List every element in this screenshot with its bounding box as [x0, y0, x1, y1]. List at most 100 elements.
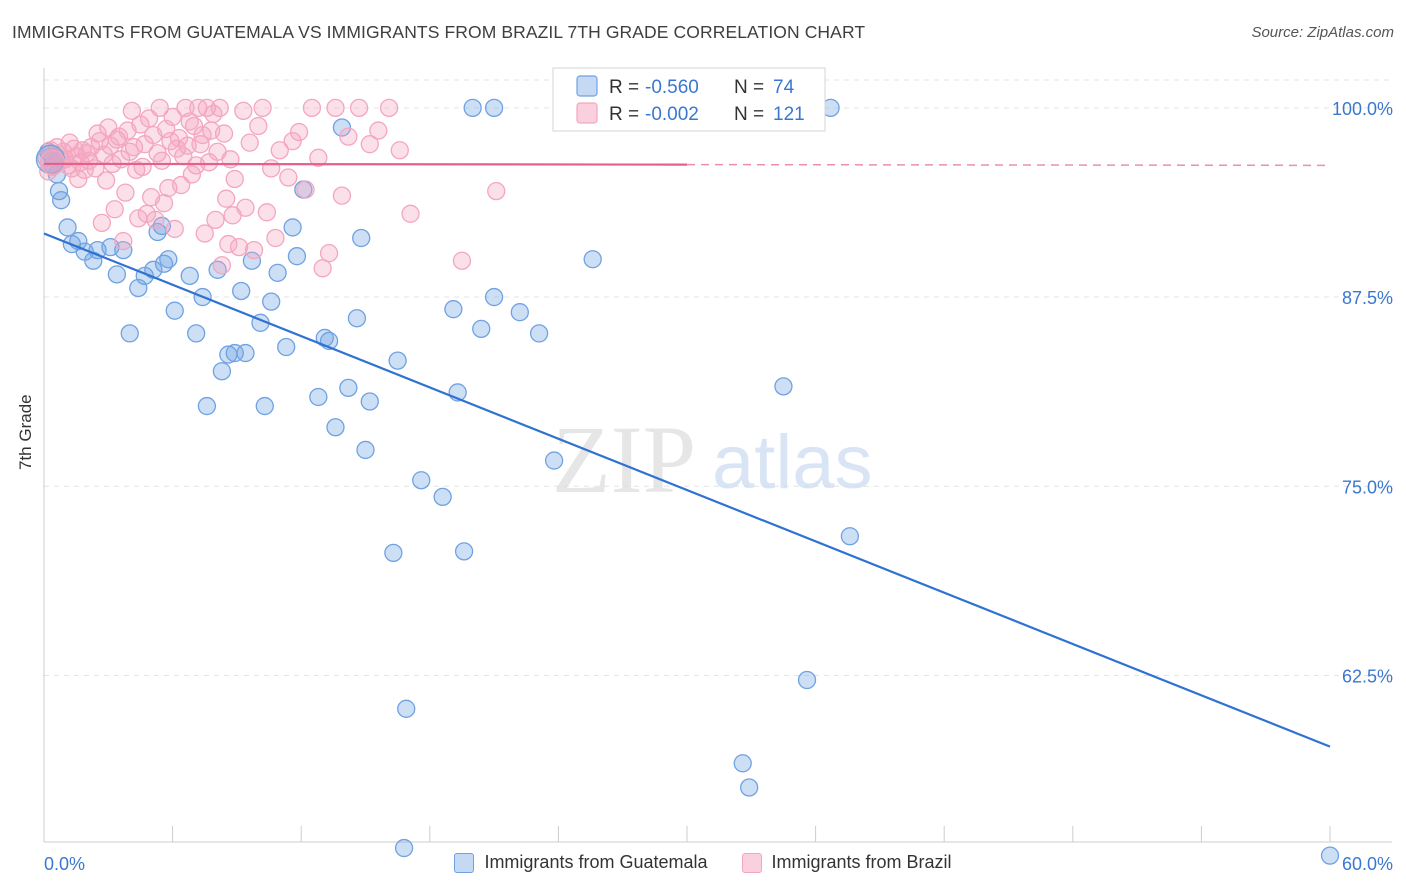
brazil-point-113 [379, 98, 399, 117]
legend-item-guatemala: Immigrants from Guatemala [454, 852, 708, 873]
brazil-point-88 [229, 237, 249, 257]
stats-n-label-1: N = [734, 104, 764, 125]
brazil-point-50 [146, 210, 165, 230]
grid-lines [44, 79, 1392, 676]
watermark-zip: ZIP [552, 406, 696, 513]
guatemala-point-49 [352, 228, 371, 248]
guatemala-point-21 [159, 250, 178, 269]
guatemala-point-36 [262, 292, 281, 311]
guatemala-point-24 [187, 324, 206, 343]
guatemala-point-22 [165, 301, 184, 320]
guatemala-point-57 [433, 487, 452, 507]
brazil-point-106 [319, 244, 339, 263]
axes [43, 68, 1392, 843]
legend-item-brazil: Immigrants from Brazil [741, 852, 952, 873]
guatemala-point-31 [232, 281, 251, 301]
legend-label-guatemala: Immigrants from Guatemala [484, 852, 708, 872]
guatemala-point-69 [733, 754, 752, 773]
brazil-point-115 [401, 204, 420, 223]
points [35, 98, 1340, 865]
brazil-point-39 [122, 101, 142, 121]
guatemala-point-74 [840, 527, 860, 546]
legend-swatch-guatemala [454, 852, 475, 873]
guatemala-point-54 [394, 838, 414, 858]
brazil-trend-line-extension [686, 163, 1331, 167]
guatemala-point-28 [212, 362, 232, 381]
stats-r-label-0: R = [609, 77, 639, 98]
watermark: ZIP atlas [552, 406, 873, 513]
brazil-point-78 [206, 210, 225, 230]
brazil-point-91 [240, 133, 259, 152]
y-tick-label-2: 75.0% [1342, 477, 1393, 497]
brazil-point-97 [266, 228, 285, 248]
y-axis-label: 7th Grade [16, 394, 35, 470]
brazil-point-83 [217, 189, 236, 208]
brazil-point-103 [302, 98, 322, 117]
brazil-point-54 [154, 194, 174, 213]
guatemala-point-40 [287, 247, 307, 266]
guatemala-trend-line [43, 232, 1331, 748]
guatemala-point-61 [463, 98, 482, 117]
guatemala-point-52 [384, 543, 403, 563]
brazil-trend-line [43, 162, 688, 166]
stats-r-value-0: -0.560 [645, 77, 699, 98]
stats-legend-box [552, 67, 826, 132]
guatemala-point-68 [583, 250, 602, 269]
guatemala-point-53 [388, 351, 407, 370]
brazil-point-87 [225, 169, 244, 189]
brazil-point-116 [452, 251, 472, 270]
stats-n-value-0: 74 [773, 77, 795, 98]
guatemala-point-37 [268, 263, 287, 282]
stats-swatch-0 [576, 75, 598, 97]
guatemala-point-32 [236, 343, 255, 363]
brazil-point-105 [313, 259, 332, 278]
brazil-point-64 [176, 98, 195, 117]
brazil-point-94 [253, 98, 272, 117]
guatemala-point-50 [356, 440, 375, 460]
brazil-point-23 [88, 124, 107, 143]
brazil-point-107 [326, 98, 345, 117]
brazil-point-84 [219, 234, 238, 254]
brazil-point-80 [210, 98, 229, 117]
brazil-point-110 [349, 98, 369, 117]
y-tick-label-3: 62.5% [1342, 666, 1393, 686]
guatemala-point-64 [484, 98, 504, 117]
guatemala-point-23 [180, 266, 199, 286]
stats-n-label-0: N = [734, 77, 764, 98]
guatemala-point-70 [740, 778, 759, 797]
stats-n-value-1: 121 [773, 104, 805, 125]
y-tick-label-0: 100.0% [1332, 99, 1393, 119]
trend-lines [43, 162, 1331, 748]
brazil-point-89 [234, 101, 253, 121]
watermark-atlas: atlas [712, 420, 873, 505]
guatemala-point-30 [225, 343, 244, 363]
guatemala-point-45 [326, 418, 345, 437]
guatemala-point-48 [347, 309, 367, 328]
brazil-point-81 [212, 256, 232, 275]
brazil-point-58 [163, 107, 182, 127]
brazil-point-99 [279, 168, 298, 187]
guatemala-point-5 [58, 218, 77, 237]
tick-labels: 100.0% 87.5% 75.0% 62.5% 0.0% 60.0% [44, 99, 1393, 874]
guatemala-point-60 [454, 542, 474, 561]
stats-r-value-1: -0.002 [645, 104, 699, 125]
brazil-point-111 [360, 135, 379, 154]
brazil-point-98 [270, 141, 289, 160]
brazil-point-100 [283, 131, 302, 151]
guatemala-point-75 [1320, 846, 1340, 865]
guatemala-point-35 [255, 396, 274, 416]
brazil-point-67 [182, 165, 202, 184]
guatemala-point-17 [144, 260, 163, 279]
brazil-point-44 [133, 157, 152, 177]
brazil-point-117 [487, 181, 506, 201]
brazil-point-108 [332, 186, 352, 205]
stats-r-label-1: R = [609, 104, 639, 125]
bottom-legend: Immigrants from Guatemala Immigrants fro… [0, 852, 1406, 873]
source-label: Source: ZipAtlas.com [1251, 24, 1394, 41]
brazil-point-101 [289, 122, 309, 142]
brazil-point-73 [195, 224, 214, 243]
guatemala-point-65 [510, 303, 529, 322]
guatemala-point-46 [332, 118, 352, 137]
legend-swatch-brazil [741, 852, 762, 873]
guatemala-point-72 [797, 670, 817, 690]
